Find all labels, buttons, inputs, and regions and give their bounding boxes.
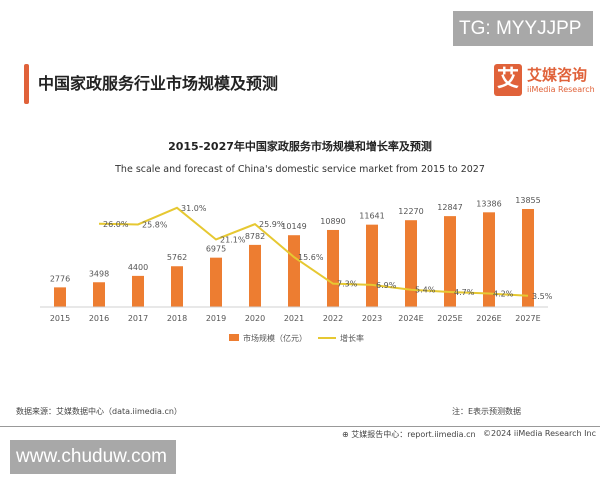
bar-value-label: 12847 (437, 203, 462, 212)
page-title: 中国家政服务行业市场规模及预测 (38, 74, 279, 93)
title-accent-bar (24, 64, 29, 104)
x-tick-label: 2015 (50, 314, 70, 323)
bar-2020 (249, 244, 261, 307)
bar-value-label: 8782 (245, 232, 265, 241)
watermark-bottom: www.chuduw.com (10, 440, 176, 474)
rate-value-label: 25.8% (142, 220, 168, 229)
rate-value-label: 15.6% (298, 253, 324, 262)
bar-value-label: 13855 (515, 196, 540, 205)
market-chart: 2015-2027年中国家政服务市场规模和增长率及预测 The scale an… (40, 139, 553, 343)
bar-2025E (444, 216, 456, 307)
legend-swatch-bar (229, 334, 239, 341)
bar-value-label: 6975 (206, 245, 226, 254)
bar-value-label: 5762 (167, 253, 187, 262)
x-tick-label: 2026E (476, 314, 501, 323)
rate-value-label: 7.3% (337, 280, 358, 289)
logo-mark: 艾 (494, 64, 522, 96)
rate-value-label: 5.4% (415, 286, 436, 295)
footer-divider (0, 426, 600, 427)
x-tick-label: 2025E (437, 314, 462, 323)
legend-label-bar: 市场规模（亿元） (243, 333, 307, 343)
rate-value-label: 4.2% (493, 290, 514, 299)
bar-value-label: 11641 (359, 212, 384, 221)
forecast-note: 注：E表示预测数据 (452, 407, 522, 416)
bar-2022 (327, 229, 339, 307)
bar-2026E (483, 212, 495, 307)
globe-icon: ⊕ (342, 430, 352, 439)
bar-value-label: 13386 (476, 199, 501, 208)
bar-value-label: 12270 (398, 207, 423, 216)
chart-subtitle: The scale and forecast of China's domest… (114, 164, 485, 175)
rate-value-label: 25.9% (259, 220, 285, 229)
bar-value-label: 10149 (281, 222, 306, 231)
copyright: ©2024 iiMedia Research Inc (483, 429, 596, 438)
bar-2019 (210, 257, 222, 307)
bar-2015 (54, 287, 66, 307)
rate-value-label: 6.9% (376, 281, 397, 290)
x-tick-label: 2023 (362, 314, 382, 323)
bar-value-label: 2776 (50, 274, 70, 283)
data-source: 数据来源：艾媒数据中心（data.iimedia.cn） (16, 407, 182, 416)
bar-2016 (93, 282, 105, 307)
watermark-top: TG: MYYJJPP (453, 11, 593, 46)
legend: 市场规模（亿元） 增长率 (229, 333, 364, 343)
chart-title: 2015-2027年中国家政服务市场规模和增长率及预测 (168, 139, 432, 153)
x-tick-label: 2017 (128, 314, 148, 323)
x-tick-label: 2022 (323, 314, 343, 323)
rate-value-label: 26.0% (103, 220, 129, 229)
logo-en: iiMedia Research (527, 85, 595, 94)
x-tick-label: 2019 (206, 314, 226, 323)
x-tick-label: 2021 (284, 314, 304, 323)
logo-cn: 艾媒咨询 (527, 66, 588, 84)
x-tick-label: 2027E (515, 314, 540, 323)
bar-2024E (405, 220, 417, 307)
legend-label-line: 增长率 (340, 333, 364, 343)
rate-value-label: 21.1% (220, 235, 246, 244)
rate-value-label: 3.5% (532, 292, 553, 301)
imedia-logo: 艾 艾媒咨询 iiMedia Research (494, 64, 595, 100)
bar-2017 (132, 275, 144, 307)
bar-2023 (366, 224, 378, 307)
growth-rate-line (98, 206, 529, 297)
bar-2027E (522, 209, 534, 307)
bar-value-label: 4400 (128, 263, 148, 272)
report-center: ⊕ 艾媒报告中心：report.iimedia.cn (342, 429, 476, 440)
rate-value-label: 31.0% (181, 204, 207, 213)
bar-value-label: 10890 (320, 217, 345, 226)
bar-2018 (171, 266, 183, 307)
x-tick-label: 2018 (167, 314, 187, 323)
rate-value-label: 4.7% (454, 288, 475, 297)
bar-2021 (288, 235, 300, 307)
report-link[interactable]: 艾媒报告中心：report.iimedia.cn (351, 430, 476, 439)
x-tick-label: 2024E (398, 314, 423, 323)
x-tick-label: 2016 (89, 314, 109, 323)
bar-value-label: 3498 (89, 269, 109, 278)
x-tick-label: 2020 (245, 314, 265, 323)
